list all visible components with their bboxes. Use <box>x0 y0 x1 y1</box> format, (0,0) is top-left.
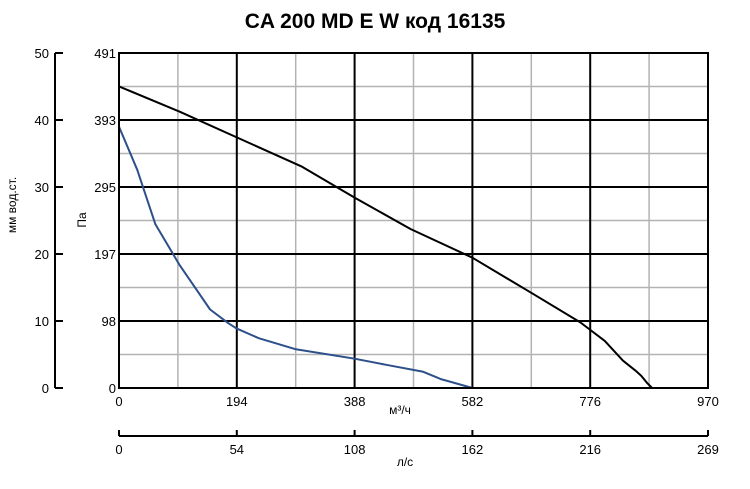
secondary-x-tick-label: 0 <box>115 442 122 457</box>
chart-title: CA 200 MD E W код 16135 <box>245 10 506 33</box>
y-tick-label: 295 <box>94 180 116 195</box>
y-tick-label: 0 <box>109 381 116 396</box>
secondary-y-tick-label: 30 <box>35 180 49 195</box>
y-tick-label: 98 <box>102 314 116 329</box>
axes: 0 194 388 582 776 970 0 98 197 295 393 491 0 10 20 30 40… <box>35 46 719 457</box>
y-tick-label: 491 <box>94 46 116 61</box>
secondary-x-tick-label: 54 <box>230 442 244 457</box>
secondary-y-tick-label: 0 <box>42 381 49 396</box>
x-tick-label: 970 <box>697 394 719 409</box>
x-axis-label: м³/ч <box>389 403 411 417</box>
x-tick-label: 776 <box>579 394 601 409</box>
series-line-2 <box>118 126 473 389</box>
plot-frame <box>118 52 709 389</box>
grid <box>119 53 708 388</box>
secondary-y-tick-label: 10 <box>35 314 49 329</box>
secondary-x-tick-label: 108 <box>344 442 366 457</box>
x-tick-label: 0 <box>115 394 122 409</box>
secondary-x-tick-label: 269 <box>697 442 719 457</box>
y-tick-label: 393 <box>94 113 116 128</box>
secondary-x-axis-label: л/с <box>397 455 413 469</box>
series-layer <box>118 85 653 389</box>
secondary-y-tick-label: 20 <box>35 247 49 262</box>
x-tick-label: 582 <box>462 394 484 409</box>
y-tick-label: 197 <box>94 247 116 262</box>
secondary-x-tick-label: 216 <box>579 442 601 457</box>
secondary-y-axis-label: мм вод.ст. <box>5 177 19 233</box>
series-line-1 <box>118 85 653 389</box>
secondary-x-tick-label: 162 <box>462 442 484 457</box>
x-tick-label: 194 <box>226 394 248 409</box>
secondary-y-tick-label: 40 <box>35 113 49 128</box>
y-axis-label: Па <box>75 212 89 228</box>
secondary-y-tick-label: 50 <box>35 46 49 61</box>
x-tick-label: 388 <box>344 394 366 409</box>
